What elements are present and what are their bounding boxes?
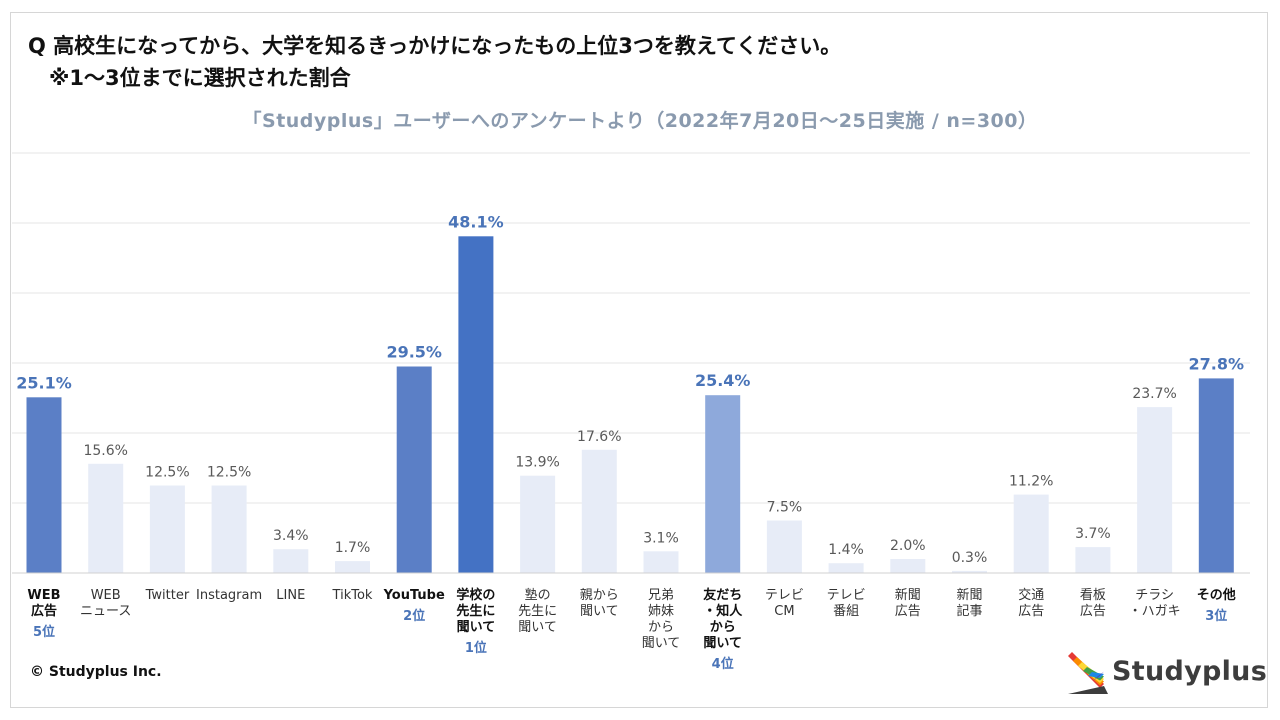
bar xyxy=(1013,494,1049,573)
question-title: Q 高校生になってから、大学を知るきっかけになったもの上位3つを教えてください。… xyxy=(28,34,842,90)
bar xyxy=(1198,378,1234,573)
bar xyxy=(643,551,679,573)
value-label: 27.8% xyxy=(1189,354,1245,373)
logo-stripe xyxy=(1093,671,1104,681)
value-label: 1.4% xyxy=(828,542,864,558)
value-label: 11.2% xyxy=(1009,474,1053,490)
bar xyxy=(149,485,185,573)
rank-label: 2位 xyxy=(403,608,425,624)
bar xyxy=(335,561,370,573)
logo-text: Studyplus xyxy=(1112,656,1268,687)
category-label: WEB ニュース xyxy=(80,588,131,619)
category-label: 新聞記事 xyxy=(956,587,982,619)
bar xyxy=(828,563,864,573)
value-label: 15.6% xyxy=(83,443,127,459)
category-label: LINE xyxy=(276,588,305,603)
bar xyxy=(520,475,556,573)
bar xyxy=(396,366,432,573)
category-label: WEB 広告 xyxy=(27,588,60,619)
rank-label: 4位 xyxy=(712,656,734,672)
bar xyxy=(26,397,62,573)
value-label: 7.5% xyxy=(767,500,803,516)
value-label: 17.6% xyxy=(577,429,621,445)
value-label: 48.1% xyxy=(448,212,504,231)
category-label: 学校の先生に聞いて xyxy=(456,587,495,635)
value-label: 2.0% xyxy=(890,538,926,554)
category-label: テレビ CM xyxy=(765,588,804,619)
bar xyxy=(1075,547,1111,573)
logo-base xyxy=(1068,686,1108,694)
studyplus-logo: Studyplus xyxy=(1062,648,1267,698)
rank-label: 3位 xyxy=(1205,608,1227,624)
category-label: TikTok xyxy=(332,588,373,603)
value-label: 13.9% xyxy=(515,455,559,471)
value-label: 3.7% xyxy=(1075,526,1111,542)
category-label: 兄弟姉妹から聞いて xyxy=(642,588,681,651)
bar xyxy=(581,449,617,573)
category-label: その他 xyxy=(1197,587,1236,603)
bar xyxy=(273,549,309,573)
category-label: 友だち・知人から聞いて xyxy=(703,587,743,651)
category-label: 看板広告 xyxy=(1080,587,1106,619)
rank-label: 1位 xyxy=(465,640,487,656)
bar xyxy=(1137,407,1173,573)
category-label: チラシ・ハガキ xyxy=(1129,588,1181,619)
value-label: 23.7% xyxy=(1132,386,1176,402)
category-label: 親から聞いて xyxy=(580,588,619,619)
category-label: 交通広告 xyxy=(1018,587,1044,619)
bar xyxy=(766,520,802,573)
value-label: 29.5% xyxy=(386,343,442,362)
value-label: 1.7% xyxy=(335,540,371,556)
value-label: 12.5% xyxy=(145,465,189,481)
bar xyxy=(211,485,247,573)
category-label: 塾の先生に聞いて xyxy=(518,587,557,635)
studyplus-logo-mark-icon xyxy=(1068,652,1108,694)
category-label: Instagram xyxy=(196,588,262,603)
bar xyxy=(890,559,926,573)
category-label: Twitter xyxy=(145,588,190,603)
copyright: © Studyplus Inc. xyxy=(30,664,162,680)
value-label: 25.4% xyxy=(695,371,751,390)
bar xyxy=(705,395,741,573)
value-label: 0.3% xyxy=(952,550,988,566)
logo-stripe xyxy=(1088,672,1104,678)
category-label: テレビ番組 xyxy=(827,588,866,619)
category-label: 新聞広告 xyxy=(895,587,921,619)
rank-label: 5位 xyxy=(33,624,55,640)
chart-frame xyxy=(10,12,1268,708)
bar xyxy=(458,236,494,574)
bar xyxy=(88,463,124,573)
survey-subtitle: 「Studyplus」ユーザーへのアンケートより（2022年7月20日～25日実… xyxy=(242,110,1038,132)
bar xyxy=(952,570,987,573)
value-label: 25.1% xyxy=(16,373,72,392)
value-label: 12.5% xyxy=(207,465,251,481)
value-label: 3.4% xyxy=(273,528,309,544)
category-label: YouTube xyxy=(383,588,445,603)
value-label: 3.1% xyxy=(643,530,679,546)
